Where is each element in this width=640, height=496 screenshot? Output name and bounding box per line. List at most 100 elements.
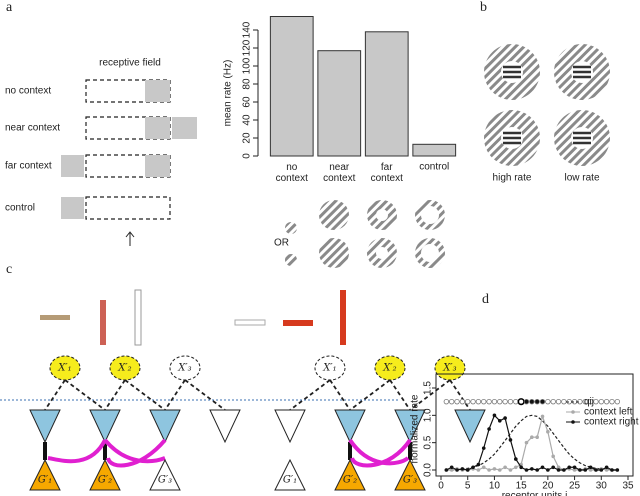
x-tick-label: 35 [622, 481, 634, 492]
grating [319, 238, 349, 268]
point [497, 419, 502, 423]
x-tick-label: 10 [489, 481, 501, 492]
g-node-label: G′₃ [158, 475, 172, 486]
receptor-unit [555, 398, 562, 405]
y-tick-label: 140 [242, 21, 253, 38]
receptor-unit [475, 398, 482, 405]
y-tick-label: 60 [242, 96, 253, 108]
g-node-label: G′₂ [343, 475, 357, 486]
stimulus [145, 117, 170, 139]
x-tick-label: 25 [569, 481, 581, 492]
or-label: OR [274, 238, 289, 249]
point [578, 468, 582, 472]
point [460, 467, 465, 471]
stimulus [172, 117, 197, 139]
x-tick-label: no context [276, 162, 308, 184]
x-node-label: X′₃ [442, 363, 456, 374]
schematic-title: receptive field [99, 58, 161, 69]
chair-icon [100, 300, 106, 345]
y-tick-label: 0.5 [423, 435, 434, 449]
x-tick-label: 0 [438, 481, 444, 492]
point [594, 468, 598, 472]
g-units [29, 458, 426, 491]
point [615, 468, 620, 472]
grating [319, 200, 349, 230]
point [487, 468, 491, 472]
point [492, 467, 497, 471]
point [481, 446, 486, 450]
grating [285, 222, 297, 234]
point [508, 438, 513, 442]
point [508, 468, 513, 472]
point [492, 413, 497, 418]
point [471, 465, 475, 470]
receptor-unit [507, 398, 514, 405]
receptor-unit [502, 398, 508, 405]
x-tick-label: 20 [542, 481, 554, 492]
point [540, 414, 545, 419]
table-icon [40, 315, 70, 320]
grating [285, 254, 297, 266]
v-units-inactive [209, 409, 306, 444]
point [583, 468, 588, 472]
receptor-unit [539, 398, 546, 405]
point [444, 468, 449, 472]
panel-label: d [482, 292, 489, 307]
grating-hole [376, 209, 388, 221]
series-line [446, 414, 618, 471]
receptor-unit [497, 398, 503, 405]
legend-marker [571, 410, 575, 414]
x-node-label: X′₁ [57, 363, 71, 374]
y-tick-label: 120 [242, 39, 253, 56]
point [546, 468, 550, 472]
row-label: far context [5, 161, 52, 172]
x-node-label: X′₃ [177, 363, 191, 374]
receptor-unit [550, 398, 556, 405]
receptor-unit [481, 398, 487, 405]
point [535, 435, 539, 440]
y-tick-label: 0.0 [423, 463, 434, 477]
point [503, 465, 507, 470]
point [604, 465, 609, 470]
legend-label: context left [584, 407, 633, 418]
arrow-head [125, 231, 135, 238]
receptor-unit [587, 398, 594, 405]
g-units-inactive [149, 458, 306, 491]
receptor-unit [545, 398, 551, 405]
point [551, 454, 555, 459]
receptor-unit [593, 398, 599, 405]
connections [44, 379, 471, 411]
x-tick-label: 30 [596, 481, 608, 492]
plot-frame [435, 373, 634, 477]
g-node-label: G′₁ [38, 475, 52, 486]
point [551, 465, 555, 470]
y-tick-label: 0 [242, 153, 253, 159]
receptor-unit [454, 398, 460, 405]
point [604, 468, 609, 472]
point [572, 465, 577, 470]
x-node-label: X′₁ [322, 363, 336, 374]
g-node-label: G′₁ [283, 475, 297, 486]
x-tick-label: far context [371, 162, 403, 184]
point [487, 427, 491, 431]
g-node-label: G′₂ [98, 475, 112, 486]
point [519, 465, 523, 470]
drive [43, 442, 412, 460]
chair-icon [134, 289, 142, 346]
grating-hole [376, 247, 388, 259]
point [476, 462, 481, 467]
center-bars [573, 65, 591, 79]
point [524, 440, 529, 445]
receptor-unit [448, 398, 455, 405]
point [465, 468, 470, 472]
receptor-unit [529, 398, 535, 405]
receptor-unit [534, 398, 540, 405]
receptor-unit [582, 398, 588, 405]
center-bars [503, 131, 521, 145]
point [546, 429, 550, 434]
point [503, 416, 507, 420]
point [599, 468, 604, 472]
point [455, 468, 459, 472]
legend-marker [571, 420, 575, 424]
v-units [29, 409, 486, 444]
